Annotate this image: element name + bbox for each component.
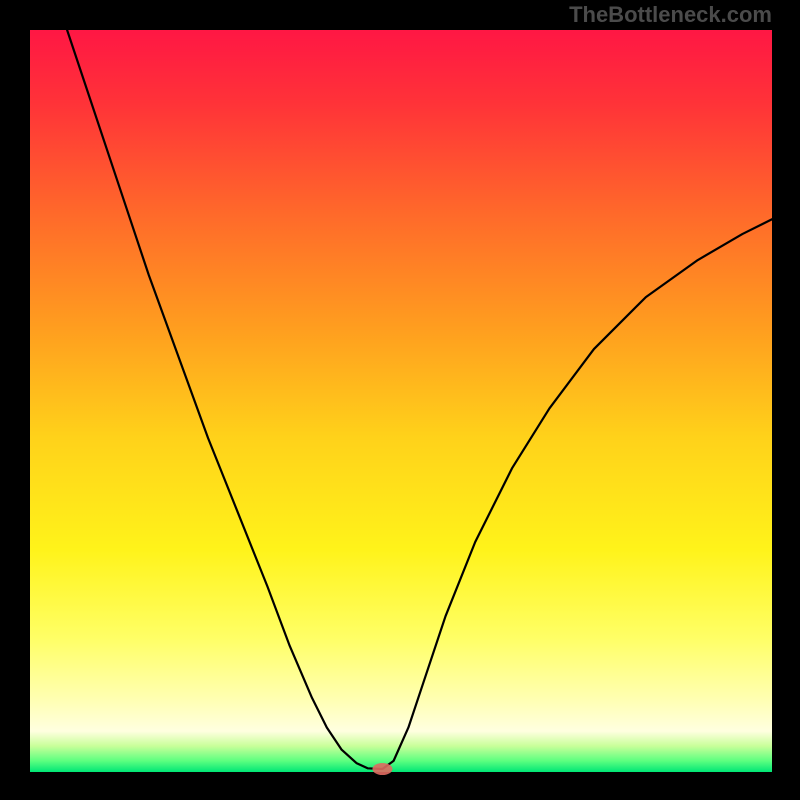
plot-background	[30, 30, 772, 772]
bottleneck-chart	[0, 0, 800, 800]
watermark-text: TheBottleneck.com	[569, 2, 772, 28]
chart-frame: TheBottleneck.com	[0, 0, 800, 800]
optimum-marker	[372, 763, 392, 775]
